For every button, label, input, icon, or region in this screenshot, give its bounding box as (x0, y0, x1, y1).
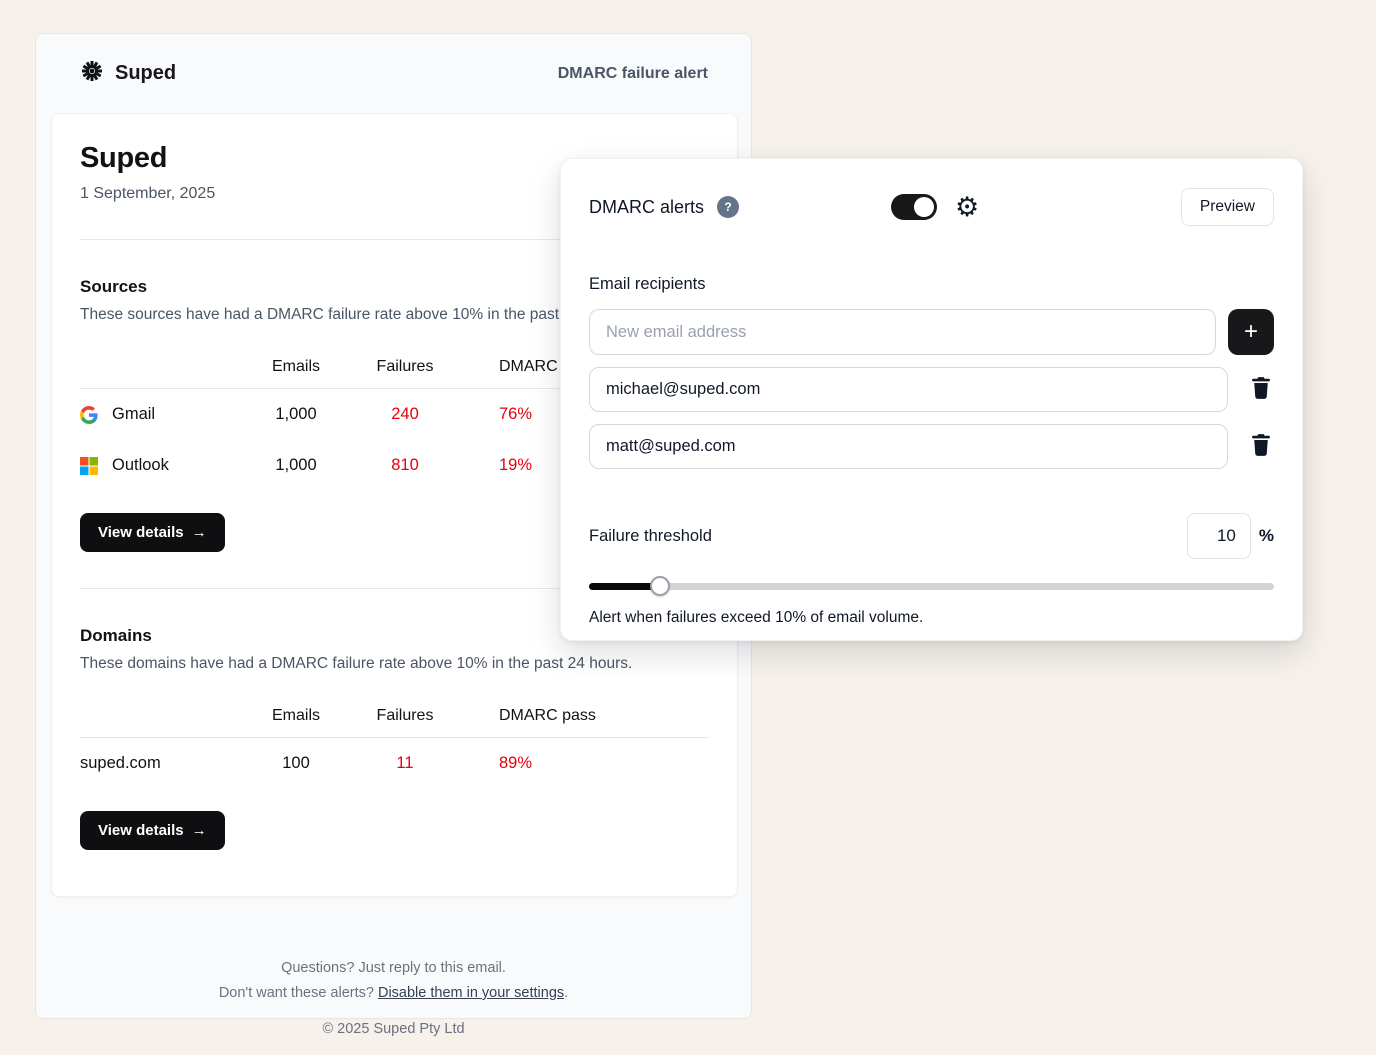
add-email-button[interactable]: + (1228, 309, 1274, 355)
source-emails: 1,000 (275, 405, 317, 423)
col-emails: Emails (271, 358, 320, 375)
sources-description: These sources have had a DMARC failure r… (80, 306, 628, 323)
threshold-caption: Alert when failures exceed 10% of email … (589, 609, 924, 626)
email-title: Suped (80, 142, 168, 174)
divider (80, 239, 709, 240)
source-pass: 76% (499, 405, 533, 423)
recipient-row (589, 367, 1274, 412)
help-icon[interactable]: ? (717, 196, 740, 218)
failure-threshold-label: Failure threshold (589, 526, 712, 545)
recipient-email-input[interactable] (589, 424, 1228, 469)
col-failures: Failures (376, 707, 434, 724)
slider-thumb[interactable] (649, 576, 670, 596)
email-date: 1 September, 2025 (80, 185, 216, 202)
view-details-button-domains[interactable]: View details → (80, 811, 225, 850)
delete-recipient-button[interactable] (1248, 377, 1274, 403)
table-row: Gmail 1,000 240 76% (80, 389, 709, 440)
panel-title: DMARC alerts (589, 196, 705, 217)
col-emails: Emails (271, 707, 320, 724)
alerts-toggle[interactable] (891, 194, 938, 220)
source-name: Outlook (112, 456, 169, 474)
brand: Suped (79, 58, 176, 90)
delete-recipient-button[interactable] (1248, 434, 1274, 460)
new-email-input[interactable] (589, 309, 1216, 355)
footer-unsubscribe: Don't want these alerts? Disable them in… (218, 985, 569, 1001)
email-footer: Questions? Just reply to this email. Don… (36, 929, 751, 1037)
col-dmarc-pass: DMARC pass (499, 707, 596, 724)
email-recipients-label: Email recipients (589, 275, 706, 293)
failure-threshold-row: Failure threshold % (589, 513, 1274, 559)
footer-questions: Questions? Just reply to this email. (281, 960, 506, 976)
recipient-row (589, 424, 1274, 469)
panel-header: DMARC alerts ? ⚙ Preview (589, 187, 1274, 227)
slider-fill (589, 583, 658, 590)
add-email-row: + (589, 309, 1274, 355)
threshold-value-input[interactable] (1186, 513, 1251, 559)
source-failures: 810 (391, 456, 419, 474)
arrow-right-icon: → (191, 822, 207, 839)
dmarc-alerts-panel: DMARC alerts ? ⚙ Preview Email recipient… (560, 158, 1303, 641)
domain-failures: 11 (396, 754, 414, 772)
trash-icon (1250, 433, 1272, 460)
source-pass: 19% (499, 456, 533, 474)
domain-name: suped.com (80, 754, 161, 772)
slider-track (589, 583, 1274, 590)
domains-heading: Domains (80, 626, 152, 645)
domain-emails: 100 (282, 754, 310, 772)
view-details-button-sources[interactable]: View details → (80, 513, 225, 552)
preview-button[interactable]: Preview (1180, 188, 1274, 226)
table-row: suped.com 100 11 89% (80, 738, 709, 789)
brand-name: Suped (115, 62, 177, 84)
disable-settings-link[interactable]: Disable them in your settings (377, 985, 565, 1001)
outlook-icon (80, 456, 98, 475)
arrow-right-icon: → (191, 524, 207, 541)
section-divider (80, 588, 709, 589)
table-row: Outlook 1,000 810 19% (80, 440, 709, 491)
email-subject-label: DMARC failure alert (557, 64, 708, 82)
toggle-knob (914, 197, 935, 217)
source-emails: 1,000 (275, 456, 317, 474)
email-header: Suped DMARC failure alert (36, 34, 751, 113)
domains-table-header: Emails Failures DMARC pass (80, 697, 709, 738)
gear-icon[interactable]: ⚙ (955, 191, 980, 223)
source-name: Gmail (112, 405, 156, 423)
source-failures: 240 (391, 405, 419, 423)
col-failures: Failures (376, 358, 434, 375)
trash-icon (1250, 376, 1272, 403)
threshold-slider[interactable] (589, 576, 1274, 596)
domains-description: These domains have had a DMARC failure r… (80, 655, 633, 672)
suped-logo-icon (79, 58, 105, 90)
footer-copyright: © 2025 Suped Pty Ltd (322, 1021, 465, 1037)
gmail-icon (80, 405, 98, 424)
sources-heading: Sources (80, 277, 148, 296)
percent-unit-label: % (1258, 526, 1274, 545)
domain-pass: 89% (499, 754, 533, 772)
domains-table: Emails Failures DMARC pass suped.com 100… (80, 697, 709, 789)
recipient-email-input[interactable] (589, 367, 1228, 412)
